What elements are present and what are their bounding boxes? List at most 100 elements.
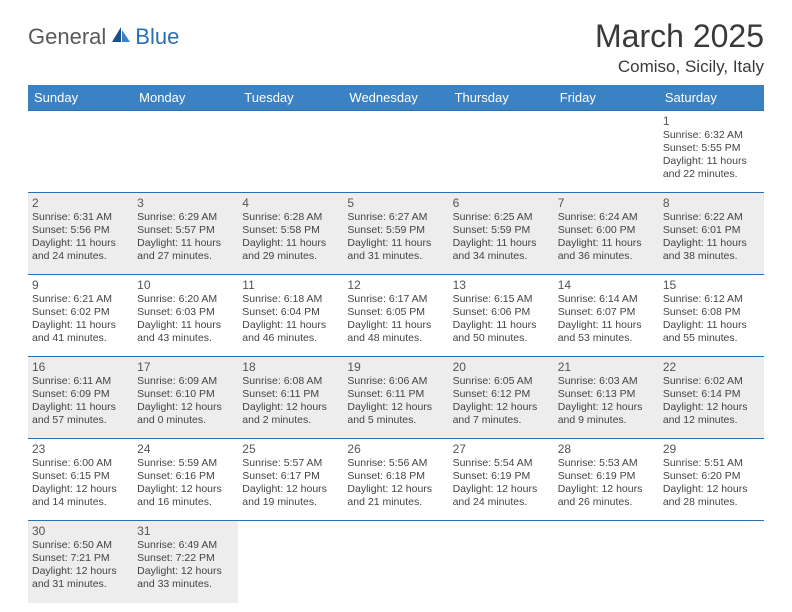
day-detail-line: and 50 minutes. — [453, 332, 550, 345]
day-number: 26 — [347, 442, 444, 456]
day-detail-line: Daylight: 12 hours — [242, 401, 339, 414]
day-detail-line: Sunset: 6:06 PM — [453, 306, 550, 319]
day-number: 21 — [558, 360, 655, 374]
day-detail-line: and 12 minutes. — [663, 414, 760, 427]
calendar-day-cell — [554, 111, 659, 193]
title-block: March 2025 Comiso, Sicily, Italy — [595, 18, 764, 77]
day-detail-line: and 19 minutes. — [242, 496, 339, 509]
calendar-day-cell — [449, 521, 554, 603]
day-detail-line: Daylight: 12 hours — [663, 483, 760, 496]
day-detail-line: Daylight: 11 hours — [242, 237, 339, 250]
day-detail-line: Sunset: 5:59 PM — [347, 224, 444, 237]
day-detail-line: Sunrise: 5:51 AM — [663, 457, 760, 470]
day-detail-line: and 31 minutes. — [347, 250, 444, 263]
calendar-week-row: 23Sunrise: 6:00 AMSunset: 6:15 PMDayligh… — [28, 439, 764, 521]
calendar-week-row: 2Sunrise: 6:31 AMSunset: 5:56 PMDaylight… — [28, 193, 764, 275]
day-number: 3 — [137, 196, 234, 210]
day-number: 11 — [242, 278, 339, 292]
day-number: 7 — [558, 196, 655, 210]
calendar-day-cell: 21Sunrise: 6:03 AMSunset: 6:13 PMDayligh… — [554, 357, 659, 439]
day-detail-line: Sunrise: 6:28 AM — [242, 211, 339, 224]
day-detail-line: Daylight: 12 hours — [32, 483, 129, 496]
calendar-table: SundayMondayTuesdayWednesdayThursdayFrid… — [28, 85, 764, 603]
day-detail-line: Daylight: 11 hours — [242, 319, 339, 332]
calendar-day-cell: 15Sunrise: 6:12 AMSunset: 6:08 PMDayligh… — [659, 275, 764, 357]
day-number: 20 — [453, 360, 550, 374]
day-number: 16 — [32, 360, 129, 374]
calendar-day-cell: 9Sunrise: 6:21 AMSunset: 6:02 PMDaylight… — [28, 275, 133, 357]
day-detail-line: Sunrise: 5:54 AM — [453, 457, 550, 470]
day-detail-line: Sunset: 6:19 PM — [558, 470, 655, 483]
day-detail-line: Daylight: 12 hours — [663, 401, 760, 414]
day-number: 17 — [137, 360, 234, 374]
calendar-day-cell: 5Sunrise: 6:27 AMSunset: 5:59 PMDaylight… — [343, 193, 448, 275]
day-detail-line: Daylight: 11 hours — [32, 319, 129, 332]
day-detail-line: Sunrise: 6:22 AM — [663, 211, 760, 224]
day-details: Sunrise: 6:15 AMSunset: 6:06 PMDaylight:… — [453, 293, 550, 346]
calendar-day-cell: 11Sunrise: 6:18 AMSunset: 6:04 PMDayligh… — [238, 275, 343, 357]
day-detail-line: Daylight: 11 hours — [137, 237, 234, 250]
day-detail-line: Sunset: 6:17 PM — [242, 470, 339, 483]
day-details: Sunrise: 6:31 AMSunset: 5:56 PMDaylight:… — [32, 211, 129, 264]
day-detail-line: Sunset: 6:14 PM — [663, 388, 760, 401]
calendar-body: 1Sunrise: 6:32 AMSunset: 5:55 PMDaylight… — [28, 111, 764, 603]
day-detail-line: and 57 minutes. — [32, 414, 129, 427]
day-details: Sunrise: 6:05 AMSunset: 6:12 PMDaylight:… — [453, 375, 550, 428]
day-detail-line: Sunset: 6:01 PM — [663, 224, 760, 237]
day-number: 5 — [347, 196, 444, 210]
day-details: Sunrise: 5:51 AMSunset: 6:20 PMDaylight:… — [663, 457, 760, 510]
day-detail-line: Daylight: 12 hours — [137, 401, 234, 414]
day-detail-line: and 36 minutes. — [558, 250, 655, 263]
calendar-day-cell: 16Sunrise: 6:11 AMSunset: 6:09 PMDayligh… — [28, 357, 133, 439]
day-detail-line: and 28 minutes. — [663, 496, 760, 509]
day-detail-line: Sunrise: 6:12 AM — [663, 293, 760, 306]
day-detail-line: Sunset: 6:16 PM — [137, 470, 234, 483]
day-detail-line: Daylight: 11 hours — [663, 237, 760, 250]
calendar-day-cell: 23Sunrise: 6:00 AMSunset: 6:15 PMDayligh… — [28, 439, 133, 521]
day-detail-line: Sunrise: 6:14 AM — [558, 293, 655, 306]
day-detail-line: Sunrise: 6:25 AM — [453, 211, 550, 224]
calendar-day-cell: 7Sunrise: 6:24 AMSunset: 6:00 PMDaylight… — [554, 193, 659, 275]
day-details: Sunrise: 5:57 AMSunset: 6:17 PMDaylight:… — [242, 457, 339, 510]
day-detail-line: Sunrise: 5:57 AM — [242, 457, 339, 470]
day-number: 6 — [453, 196, 550, 210]
calendar-day-cell — [659, 521, 764, 603]
day-detail-line: and 48 minutes. — [347, 332, 444, 345]
sail-icon — [110, 25, 132, 50]
calendar-day-cell: 17Sunrise: 6:09 AMSunset: 6:10 PMDayligh… — [133, 357, 238, 439]
day-details: Sunrise: 5:54 AMSunset: 6:19 PMDaylight:… — [453, 457, 550, 510]
day-detail-line: Daylight: 11 hours — [32, 237, 129, 250]
day-detail-line: and 24 minutes. — [453, 496, 550, 509]
day-detail-line: and 21 minutes. — [347, 496, 444, 509]
day-detail-line: Sunrise: 6:18 AM — [242, 293, 339, 306]
day-detail-line: and 2 minutes. — [242, 414, 339, 427]
day-detail-line: Sunset: 6:11 PM — [347, 388, 444, 401]
day-number: 9 — [32, 278, 129, 292]
day-detail-line: Sunrise: 5:53 AM — [558, 457, 655, 470]
day-details: Sunrise: 6:00 AMSunset: 6:15 PMDaylight:… — [32, 457, 129, 510]
day-number: 15 — [663, 278, 760, 292]
day-detail-line: Sunset: 6:07 PM — [558, 306, 655, 319]
calendar-day-cell — [343, 521, 448, 603]
day-detail-line: Daylight: 11 hours — [32, 401, 129, 414]
day-detail-line: Daylight: 12 hours — [137, 483, 234, 496]
day-detail-line: Sunset: 6:19 PM — [453, 470, 550, 483]
calendar-day-cell: 4Sunrise: 6:28 AMSunset: 5:58 PMDaylight… — [238, 193, 343, 275]
day-details: Sunrise: 6:18 AMSunset: 6:04 PMDaylight:… — [242, 293, 339, 346]
day-detail-line: and 41 minutes. — [32, 332, 129, 345]
calendar-day-cell: 27Sunrise: 5:54 AMSunset: 6:19 PMDayligh… — [449, 439, 554, 521]
day-detail-line: Sunrise: 6:00 AM — [32, 457, 129, 470]
weekday-header: Friday — [554, 85, 659, 111]
calendar-day-cell: 22Sunrise: 6:02 AMSunset: 6:14 PMDayligh… — [659, 357, 764, 439]
day-detail-line: Sunrise: 6:50 AM — [32, 539, 129, 552]
day-detail-line: and 9 minutes. — [558, 414, 655, 427]
day-details: Sunrise: 6:14 AMSunset: 6:07 PMDaylight:… — [558, 293, 655, 346]
day-details: Sunrise: 6:12 AMSunset: 6:08 PMDaylight:… — [663, 293, 760, 346]
day-details: Sunrise: 6:27 AMSunset: 5:59 PMDaylight:… — [347, 211, 444, 264]
month-title: March 2025 — [595, 18, 764, 55]
day-number: 25 — [242, 442, 339, 456]
calendar-day-cell: 12Sunrise: 6:17 AMSunset: 6:05 PMDayligh… — [343, 275, 448, 357]
calendar-day-cell — [28, 111, 133, 193]
day-detail-line: Daylight: 12 hours — [242, 483, 339, 496]
day-details: Sunrise: 6:50 AMSunset: 7:21 PMDaylight:… — [32, 539, 129, 592]
